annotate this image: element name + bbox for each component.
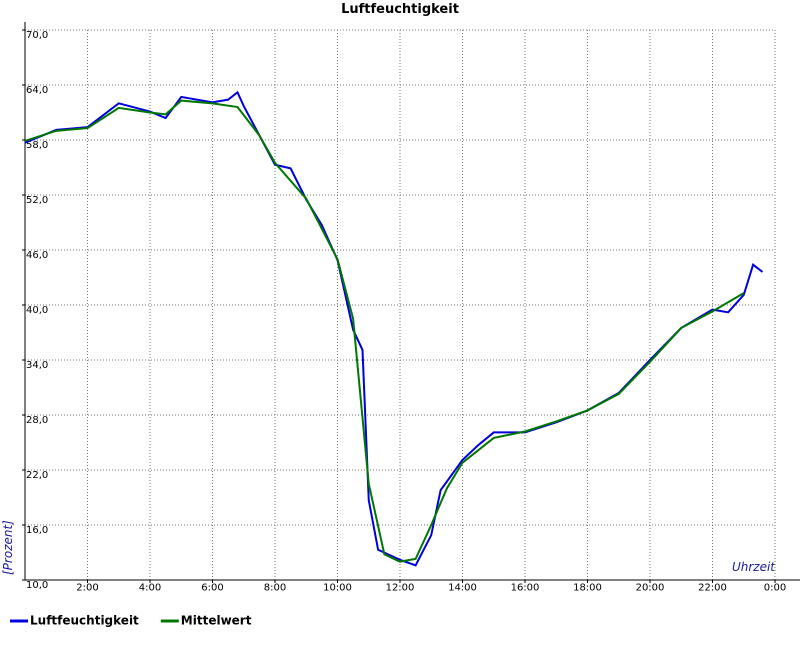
y-axis-label: [Prozent] bbox=[1, 520, 15, 575]
legend-label: Mittelwert bbox=[181, 614, 252, 628]
y-tick-label: 34,0 bbox=[26, 360, 48, 371]
x-tick-label: 12:00 bbox=[386, 582, 415, 593]
x-tick-label: 18:00 bbox=[573, 582, 602, 593]
y-tick-label: 40,0 bbox=[26, 305, 48, 316]
y-tick-label: 10,0 bbox=[26, 580, 48, 591]
chart-title: Luftfeuchtigkeit bbox=[341, 2, 459, 17]
x-tick-label: 20:00 bbox=[636, 582, 665, 593]
series-line bbox=[24, 90, 764, 567]
x-tick-label: 14:00 bbox=[448, 582, 477, 593]
x-tick-label: 8:00 bbox=[264, 582, 286, 593]
y-tick-label: 64,0 bbox=[26, 85, 48, 96]
y-tick-label: 52,0 bbox=[26, 195, 48, 206]
x-axis-label: Uhrzeit bbox=[732, 560, 776, 574]
y-tick-label: 16,0 bbox=[26, 525, 48, 536]
y-tick-label: 58,0 bbox=[26, 140, 48, 151]
x-tick-label: 6:00 bbox=[201, 582, 223, 593]
x-tick-label: 22:00 bbox=[698, 582, 727, 593]
x-tick-label: 2:00 bbox=[76, 582, 98, 593]
y-tick-label: 46,0 bbox=[26, 250, 48, 261]
y-tick-label: 22,0 bbox=[26, 470, 48, 481]
x-tick-label: 0:00 bbox=[764, 582, 786, 593]
series-line bbox=[24, 99, 745, 563]
y-tick-label: 70,0 bbox=[26, 30, 48, 41]
y-tick-label: 28,0 bbox=[26, 415, 48, 426]
x-tick-label: 16:00 bbox=[511, 582, 540, 593]
x-tick-label: 10:00 bbox=[323, 582, 352, 593]
legend-label: Luftfeuchtigkeit bbox=[30, 614, 139, 628]
x-tick-label: 4:00 bbox=[139, 582, 161, 593]
